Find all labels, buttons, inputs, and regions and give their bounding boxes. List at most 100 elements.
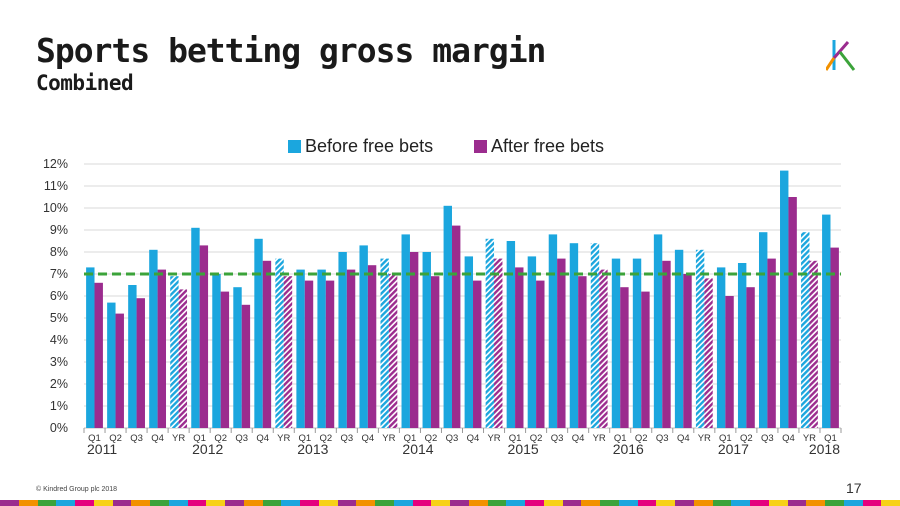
bar-after	[599, 269, 608, 428]
bar-before	[527, 256, 537, 428]
copyright-footer: © Kindred Group plc 2018	[36, 486, 118, 493]
legend-swatch-after	[474, 140, 487, 153]
bar-before	[548, 234, 558, 428]
bar-before	[401, 234, 410, 428]
x-tick-label: Q1	[88, 433, 101, 444]
stripe-segment	[881, 500, 900, 506]
x-tick-label: YR	[698, 433, 711, 444]
bar-before	[149, 249, 158, 428]
stripe-segment	[637, 500, 657, 506]
x-tick-label: Q1	[824, 433, 837, 444]
stripe-segment	[112, 500, 132, 506]
kindred-logo-icon	[826, 40, 856, 71]
bar-after	[557, 258, 566, 428]
stripe-segment	[600, 500, 619, 506]
stripe-segment	[750, 500, 769, 506]
stripe-segment	[93, 500, 113, 506]
bar-before	[485, 238, 495, 428]
stripe-segment	[300, 500, 319, 506]
stripe-segment	[581, 500, 600, 506]
legend-item-before: Before free bets	[288, 136, 433, 157]
bar-before	[464, 256, 474, 428]
page-number: 17	[846, 480, 862, 496]
x-tick-label: YR	[487, 433, 500, 444]
x-tick-label: Q2	[214, 433, 227, 444]
bar-after	[725, 296, 734, 428]
x-tick-label: YR	[172, 433, 185, 444]
stripe-segment	[618, 500, 638, 506]
bar-before	[716, 267, 726, 428]
stripe-segment	[225, 500, 244, 506]
bar-after	[241, 304, 251, 428]
x-tick-label: Q2	[635, 433, 648, 444]
x-tick-label: Q4	[151, 433, 164, 444]
bar-after	[767, 258, 776, 428]
legend-label-before: Before free bets	[305, 136, 434, 156]
bar-before	[422, 252, 431, 428]
stripe-segment	[693, 500, 713, 506]
bar-before	[822, 214, 831, 428]
stripe-segment	[731, 500, 750, 506]
stripe-segment	[337, 500, 357, 506]
x-tick-label: Q2	[109, 433, 122, 444]
x-tick-label: Q1	[719, 433, 732, 444]
y-tick-label: 8%	[50, 245, 68, 259]
y-tick-label: 2%	[50, 377, 68, 391]
y-tick-label: 5%	[50, 311, 68, 325]
bar-before	[317, 269, 326, 428]
x-tick-label: Q1	[193, 433, 206, 444]
y-tick-label: 4%	[50, 333, 68, 347]
stripe-segment	[487, 500, 507, 506]
x-tick-label: Q1	[614, 433, 627, 444]
stripe-segment	[18, 500, 38, 506]
x-tick-label: Q3	[130, 433, 143, 444]
x-tick-label: Q3	[656, 433, 669, 444]
bar-after	[641, 291, 650, 428]
bar-after	[94, 282, 103, 428]
bar-before	[653, 234, 663, 428]
bar-before	[107, 302, 116, 428]
stripe-segment	[393, 500, 413, 506]
bar-after	[683, 274, 692, 428]
bar-after	[578, 276, 587, 428]
y-tick-label: 7%	[50, 267, 68, 281]
stripe-segment	[675, 500, 694, 506]
x-tick-label: YR	[277, 433, 290, 444]
bar-after	[473, 280, 482, 428]
year-label: 2012	[192, 441, 223, 457]
stripe-segment	[37, 500, 57, 506]
bar-after	[536, 280, 545, 428]
stripe-segment	[168, 500, 188, 506]
bar-before	[338, 252, 347, 428]
stripe-segment	[131, 500, 150, 506]
bar-after	[346, 269, 356, 428]
bar-before	[254, 238, 263, 428]
bar-after	[178, 289, 188, 428]
legend-item-after: After free bets	[474, 136, 604, 157]
bar-after	[430, 276, 440, 428]
x-tick-label: Q2	[740, 433, 753, 444]
bar-after	[662, 260, 671, 428]
bar-after	[788, 197, 797, 428]
stripe-segment	[543, 500, 563, 506]
slide-title: Sports betting gross margin	[36, 31, 546, 70]
x-tick-label: YR	[803, 433, 816, 444]
color-stripe	[0, 500, 900, 506]
bar-before	[737, 263, 747, 428]
bar-before	[359, 245, 368, 428]
bar-after	[304, 280, 314, 428]
bar-before	[443, 205, 452, 428]
bar-after	[199, 245, 209, 428]
stripe-segment	[75, 500, 94, 506]
bar-before	[632, 258, 642, 428]
y-tick-label: 1%	[50, 399, 68, 413]
stripe-segment	[375, 500, 394, 506]
bar-before	[801, 232, 810, 428]
bar-before	[380, 258, 389, 428]
bar-after	[388, 274, 398, 428]
bar-before	[506, 241, 516, 428]
y-tick-label: 12%	[43, 157, 68, 171]
slide-subtitle: Combined	[36, 71, 134, 95]
bar-before	[695, 249, 705, 428]
